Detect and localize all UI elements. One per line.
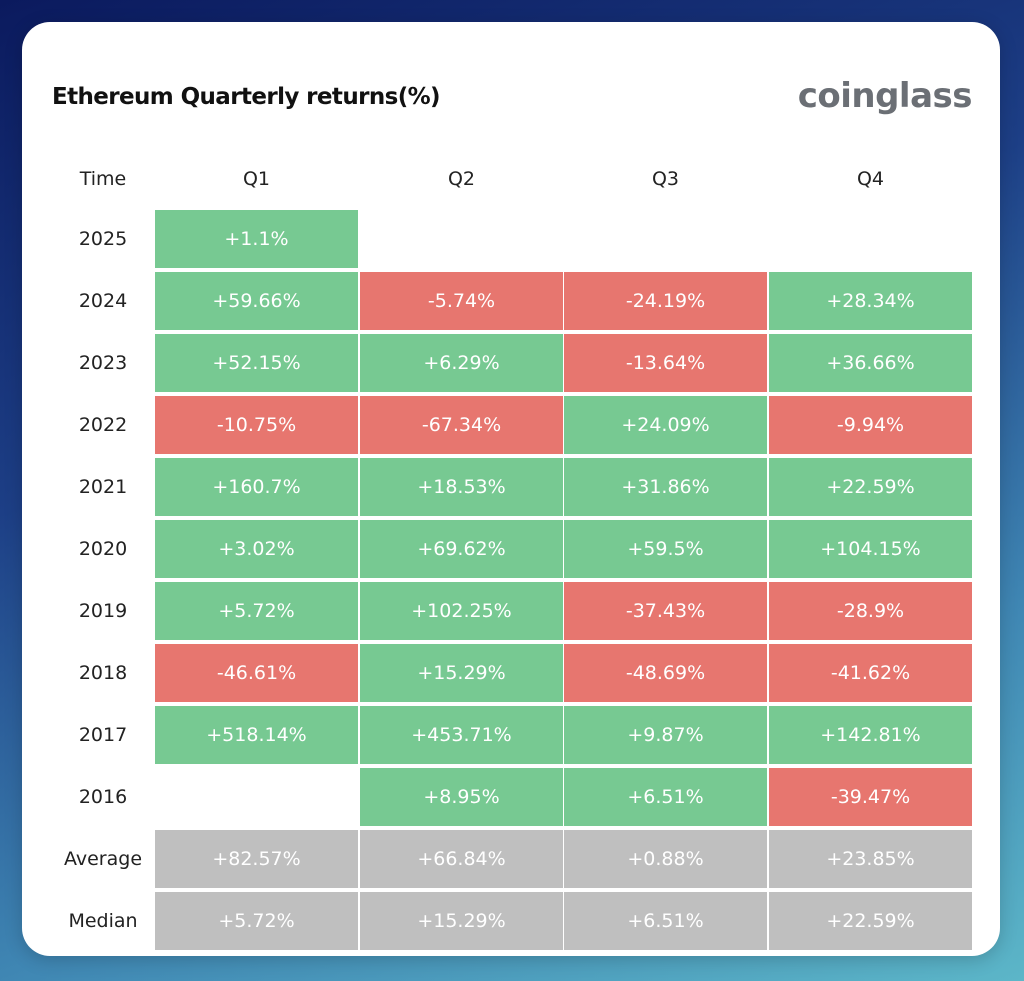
cell-2018-q4: -41.62% bbox=[769, 644, 972, 702]
cell-2023-q3: -13.64% bbox=[564, 334, 767, 392]
cell-median-q3: +6.51% bbox=[564, 892, 767, 950]
cell-2024-q3: -24.19% bbox=[564, 272, 767, 330]
cell-2025-q1: +1.1% bbox=[155, 210, 358, 268]
cell-2017-q4: +142.81% bbox=[769, 706, 972, 764]
cell-median-q2: +15.29% bbox=[360, 892, 563, 950]
cell-2021-q2: +18.53% bbox=[360, 458, 563, 516]
row-label-average: Average bbox=[63, 848, 143, 870]
cell-2022-q4: -9.94% bbox=[769, 396, 972, 454]
header-q1: Q1 bbox=[242, 168, 271, 190]
cell-2016-q4: -39.47% bbox=[769, 768, 972, 826]
row-label-2016: 2016 bbox=[78, 786, 128, 808]
row-label-2019: 2019 bbox=[78, 600, 128, 622]
cell-average-q2: +66.84% bbox=[360, 830, 563, 888]
cell-median-q4: +22.59% bbox=[769, 892, 972, 950]
header-time: Time bbox=[79, 168, 127, 190]
cell-2021-q4: +22.59% bbox=[769, 458, 972, 516]
cell-2018-q2: +15.29% bbox=[360, 644, 563, 702]
cell-2021-q3: +31.86% bbox=[564, 458, 767, 516]
cell-2017-q3: +9.87% bbox=[564, 706, 767, 764]
cell-2018-q3: -48.69% bbox=[564, 644, 767, 702]
cell-2020-q2: +69.62% bbox=[360, 520, 563, 578]
chart-title: Ethereum Quarterly returns(%) bbox=[52, 84, 441, 110]
cell-2019-q4: -28.9% bbox=[769, 582, 972, 640]
coinglass-logo: coinglass bbox=[797, 76, 973, 116]
row-label-2025: 2025 bbox=[78, 228, 128, 250]
cell-2022-q3: +24.09% bbox=[564, 396, 767, 454]
cell-2023-q1: +52.15% bbox=[155, 334, 358, 392]
cell-2024-q4: +28.34% bbox=[769, 272, 972, 330]
cell-2019-q2: +102.25% bbox=[360, 582, 563, 640]
row-label-2024: 2024 bbox=[78, 290, 128, 312]
row-label-2020: 2020 bbox=[78, 538, 128, 560]
row-label-2022: 2022 bbox=[78, 414, 128, 436]
cell-average-q1: +82.57% bbox=[155, 830, 358, 888]
header-q4: Q4 bbox=[856, 168, 885, 190]
cell-2020-q3: +59.5% bbox=[564, 520, 767, 578]
cell-2017-q2: +453.71% bbox=[360, 706, 563, 764]
cell-average-q4: +23.85% bbox=[769, 830, 972, 888]
cell-2024-q2: -5.74% bbox=[360, 272, 563, 330]
cell-2018-q1: -46.61% bbox=[155, 644, 358, 702]
cell-2017-q1: +518.14% bbox=[155, 706, 358, 764]
cell-2020-q4: +104.15% bbox=[769, 520, 972, 578]
header-q3: Q3 bbox=[651, 168, 680, 190]
cell-average-q3: +0.88% bbox=[564, 830, 767, 888]
cell-2020-q1: +3.02% bbox=[155, 520, 358, 578]
row-label-2023: 2023 bbox=[78, 352, 128, 374]
cell-2019-q1: +5.72% bbox=[155, 582, 358, 640]
cell-median-q1: +5.72% bbox=[155, 892, 358, 950]
cell-2022-q1: -10.75% bbox=[155, 396, 358, 454]
cell-2016-q2: +8.95% bbox=[360, 768, 563, 826]
row-label-2017: 2017 bbox=[78, 724, 128, 746]
cell-2016-q3: +6.51% bbox=[564, 768, 767, 826]
header-q2: Q2 bbox=[447, 168, 476, 190]
cell-2023-q2: +6.29% bbox=[360, 334, 563, 392]
row-label-2018: 2018 bbox=[78, 662, 128, 684]
cell-2021-q1: +160.7% bbox=[155, 458, 358, 516]
cell-2023-q4: +36.66% bbox=[769, 334, 972, 392]
row-label-median: Median bbox=[68, 910, 138, 932]
cell-2019-q3: -37.43% bbox=[564, 582, 767, 640]
row-label-2021: 2021 bbox=[78, 476, 128, 498]
cell-2024-q1: +59.66% bbox=[155, 272, 358, 330]
cell-2022-q2: -67.34% bbox=[360, 396, 563, 454]
